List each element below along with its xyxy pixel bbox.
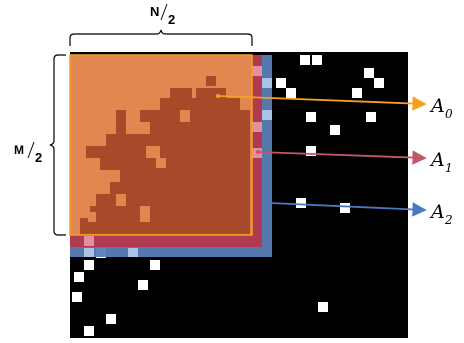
- arrow-a1: [257, 150, 427, 165]
- n-numerator: N: [150, 4, 159, 19]
- inner-pattern-highlights: [88, 110, 190, 222]
- n-half-label: N 2: [150, 3, 175, 27]
- image-speckles: [72, 55, 384, 336]
- a2-subscript: 2: [444, 213, 453, 227]
- label-a0: A 0: [429, 95, 453, 121]
- arrow-a2: [269, 202, 427, 217]
- a2-base: A: [429, 201, 445, 223]
- m-denominator: 2: [35, 150, 42, 165]
- m-half-brace: [49, 54, 66, 236]
- a1-base: A: [429, 149, 445, 171]
- a0-base: A: [429, 95, 445, 117]
- label-a2: A 2: [429, 201, 453, 227]
- arrow-a0: [217, 95, 427, 111]
- m-half-label: M 2: [14, 141, 42, 165]
- n-half-brace: [69, 29, 253, 46]
- a1-subscript: 1: [445, 161, 453, 175]
- m-numerator: M: [14, 143, 24, 157]
- a0-subscript: 0: [445, 107, 453, 121]
- label-a1: A 1: [429, 149, 453, 175]
- n-denominator: 2: [168, 12, 175, 27]
- inner-pattern: [80, 76, 250, 234]
